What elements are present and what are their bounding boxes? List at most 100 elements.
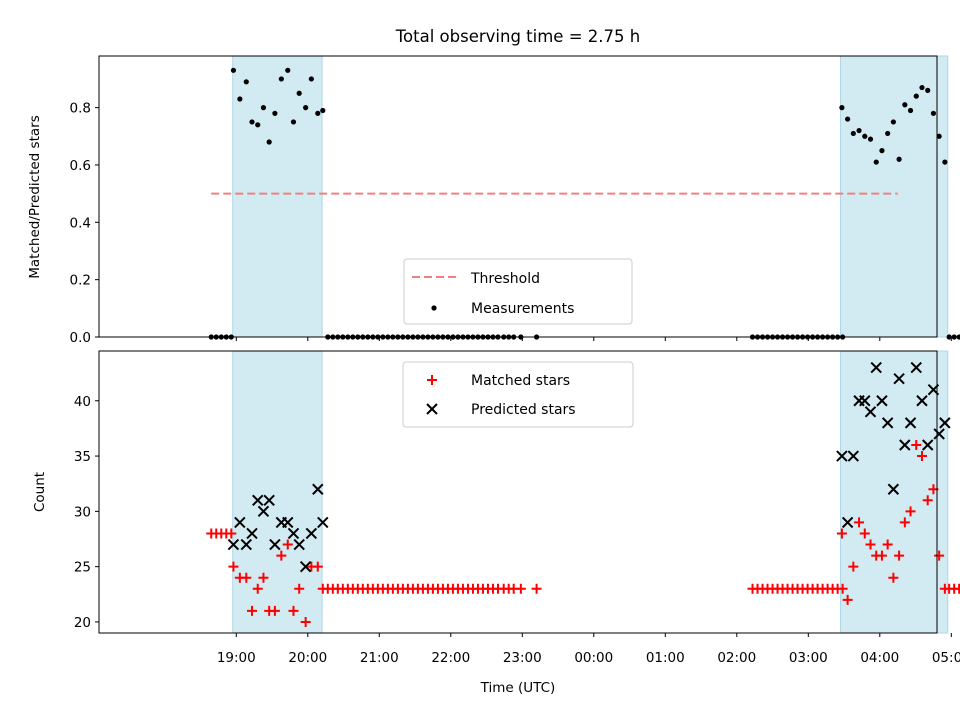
data-point [939, 417, 951, 429]
data-point [226, 528, 237, 539]
observing-window-band [232, 55, 323, 338]
data-point [864, 406, 877, 418]
data-point [899, 439, 911, 451]
data-point [290, 119, 297, 125]
data-point [282, 516, 294, 529]
data-point [942, 159, 948, 165]
data-point [836, 528, 847, 539]
data-point [913, 93, 919, 99]
data-point [902, 102, 908, 108]
data-point [951, 334, 957, 340]
data-point [246, 527, 258, 540]
x-tick-label: 03:00 [789, 650, 828, 666]
data-point [303, 105, 309, 111]
data-point [230, 67, 237, 73]
data-point [876, 395, 888, 407]
y-tick-label: 0.2 [70, 273, 91, 289]
data-point [933, 428, 945, 440]
x-tick-label: 23:00 [503, 650, 542, 666]
data-point [885, 130, 891, 137]
legend-swatch-matched [427, 375, 437, 385]
series-matched-stars [206, 440, 960, 627]
data-point [294, 583, 305, 594]
data-point [876, 550, 887, 561]
legend-frame [403, 258, 633, 325]
data-point [907, 107, 914, 114]
axes-frame [98, 350, 938, 634]
y-tick-label: 35 [74, 449, 91, 465]
data-point [269, 538, 281, 551]
legend-label: Matched stars [471, 373, 570, 389]
x-axis-label: Time (UTC) [480, 680, 556, 696]
data-point [272, 110, 278, 116]
data-point [890, 119, 896, 125]
data-point [896, 156, 902, 162]
data-point [847, 450, 860, 462]
data-point [848, 561, 859, 572]
data-point [276, 550, 287, 561]
data-point [921, 439, 934, 451]
x-tick-label: 01:00 [646, 650, 685, 666]
observing-window-band [839, 55, 949, 338]
series-predicted-stars [227, 361, 951, 573]
y-tick-label: 0.6 [70, 158, 91, 174]
data-point [956, 334, 960, 340]
data-point [930, 110, 937, 116]
data-point [894, 550, 905, 561]
legend-label: Threshold [470, 271, 540, 287]
data-point [312, 561, 323, 572]
data-point [841, 516, 854, 529]
data-point [300, 616, 311, 627]
data-point [842, 594, 853, 605]
data-point [269, 605, 280, 616]
data-point [293, 538, 305, 551]
data-point [241, 572, 252, 583]
y-tick-label: 0.8 [70, 101, 91, 117]
data-point [320, 107, 326, 114]
data-point [867, 136, 874, 142]
data-point [934, 550, 945, 561]
data-point [899, 517, 910, 528]
data-point [865, 539, 876, 550]
data-point [873, 159, 879, 165]
legend-label: Predicted stars [471, 402, 576, 418]
y-axis-label-count: Count [32, 472, 48, 512]
x-tick-label: 02:00 [717, 650, 756, 666]
data-point [252, 583, 263, 594]
x-tick-label: 19:00 [217, 650, 256, 666]
data-point [299, 560, 312, 573]
data-point [243, 79, 249, 85]
data-point [252, 494, 264, 507]
y-tick-label: 40 [74, 394, 91, 410]
data-point [305, 527, 318, 540]
data-point [839, 105, 845, 111]
x-tick-label: 00:00 [574, 650, 613, 666]
data-point [881, 417, 894, 429]
data-point [227, 538, 240, 551]
data-point [266, 139, 272, 145]
data-point [296, 90, 302, 96]
data-point [879, 148, 885, 154]
data-point [870, 361, 882, 374]
data-point [312, 483, 324, 495]
data-point [249, 119, 255, 125]
data-point [925, 87, 931, 94]
panel-ratio: 0.0 0.2 0.4 0.6 0.8 Threshold Measurements [70, 55, 960, 346]
data-point [922, 495, 933, 506]
x-tick-label: 22:00 [431, 650, 470, 666]
data-point [854, 517, 865, 528]
data-point [228, 561, 239, 572]
data-point [255, 122, 261, 128]
data-point [954, 583, 960, 594]
data-point [317, 516, 329, 529]
data-point [888, 572, 899, 583]
data-point [856, 127, 862, 134]
y-tick-label: 25 [74, 560, 91, 576]
y-tick-label: 20 [74, 615, 91, 631]
data-point [260, 105, 267, 111]
y-tick-label: 0.4 [70, 215, 91, 231]
data-point [859, 395, 871, 407]
data-point [837, 583, 848, 594]
data-point [882, 539, 893, 550]
